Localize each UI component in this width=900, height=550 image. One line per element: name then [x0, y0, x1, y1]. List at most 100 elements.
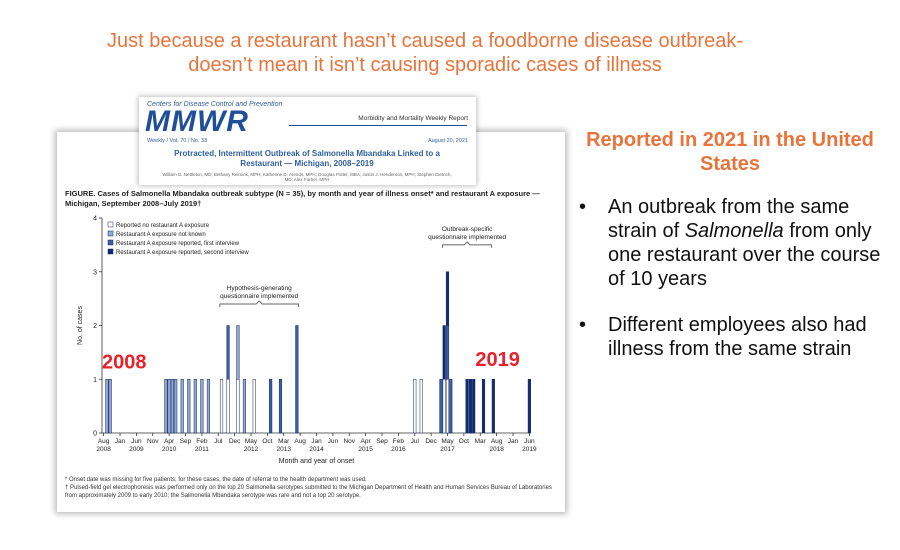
y-tick-label: 0	[93, 431, 97, 438]
bar-segment	[442, 379, 446, 434]
right-panel-title: Reported in 2021 in the United States	[586, 129, 874, 175]
x-tick-label: Oct	[262, 438, 272, 445]
figure-caption: FIGURE. Cases of Salmonella Mbandaka out…	[65, 189, 540, 208]
y-axis-title: No. of cases	[77, 306, 84, 345]
bar-segment	[206, 379, 210, 434]
legend-entry: Reported no restaurant A exposure	[116, 223, 210, 229]
y-tick-label: 1	[93, 377, 97, 384]
bar-segment	[295, 325, 299, 434]
x-tick-label: Sep	[376, 438, 388, 445]
x-year-label: 2013	[277, 446, 292, 453]
mmwr-logo: MMWR	[145, 105, 249, 138]
x-tick-label: Aug	[294, 438, 306, 445]
x-year-label: 2012	[244, 446, 259, 453]
x-year-label: 2015	[358, 446, 373, 453]
bullet1-text-italic: Salmonella	[684, 220, 784, 242]
x-tick-label: Nov	[147, 438, 159, 445]
bar-segment	[445, 271, 450, 326]
bar-segment	[164, 379, 168, 434]
annotation-label: questionnaire implemented	[428, 234, 506, 241]
x-tick-label: Jun	[524, 438, 535, 445]
annotation-label: questionnaire implemented	[220, 293, 298, 300]
x-tick-label: Jul	[214, 438, 223, 445]
article-title-line-2: Restaurant — Michigan, 2008–2019	[240, 159, 374, 168]
bar-segment	[269, 379, 273, 434]
annotation-label: Outbreak-specific	[442, 226, 493, 233]
legend-swatch	[107, 221, 114, 228]
bullet1-text-post: from only one restaurant over the course…	[608, 220, 881, 290]
headline-line-1: Just because a restaurant hasn’t caused …	[107, 30, 743, 52]
legend-swatch	[107, 230, 114, 237]
bullet-dot-icon: •	[579, 314, 587, 336]
bar-segment	[445, 325, 450, 380]
bar-segment	[108, 379, 112, 434]
bar-segment	[449, 379, 453, 434]
legend-entry: Restaurant A exposure reported, first in…	[116, 241, 240, 247]
x-axis-title: Month and year of onset	[279, 458, 355, 465]
y-tick-label: 4	[93, 216, 97, 223]
x-tick-label: Mar	[278, 438, 290, 445]
x-tick-label: Dec	[229, 438, 241, 445]
article-title: Protracted, Intermittent Outbreak of Sal…	[149, 149, 465, 169]
annotation-bracket	[219, 300, 299, 307]
x-year-label: 2009	[129, 446, 144, 453]
bar-segment	[442, 325, 446, 380]
weekly-report-label: Morbidity and Mortality Weekly Report	[358, 115, 468, 122]
cdc-line: Centers for Disease Control and Preventi…	[147, 101, 283, 108]
bar-segment	[226, 379, 230, 434]
bullet-item-employees: • Different employees also had illness f…	[575, 313, 895, 361]
y-tick-label: 3	[93, 269, 97, 276]
overlay-year-label: 2019	[475, 349, 520, 371]
x-tick-label: Feb	[393, 438, 405, 445]
x-tick-label: Jul	[411, 438, 420, 445]
bar-segment	[468, 379, 472, 434]
bar-segment	[252, 379, 256, 434]
bar-segment	[419, 379, 423, 434]
x-tick-label: Jan	[115, 438, 126, 445]
x-tick-label: May	[245, 438, 258, 445]
x-tick-label: May	[441, 438, 454, 445]
x-tick-label: Aug	[98, 438, 110, 445]
bar-segment	[439, 379, 443, 434]
x-year-label: 2019	[522, 446, 537, 453]
bullet-list: • An outbreak from the same strain of Sa…	[575, 195, 895, 361]
x-year-label: 2014	[309, 446, 324, 453]
bar-segment	[174, 379, 178, 434]
figure-card	[57, 132, 565, 512]
bar-segment	[465, 379, 469, 434]
issue-date: August 20, 2021	[427, 138, 468, 144]
annotation-label: Hypothesis-generating	[227, 285, 292, 292]
bar-segment	[236, 379, 240, 434]
bar-segment	[445, 379, 450, 434]
x-tick-label: Apr	[164, 438, 175, 445]
x-year-label: 2017	[440, 446, 455, 453]
mmwr-header-card: Centers for Disease Control and Preventi…	[139, 97, 476, 185]
bar-segment	[219, 379, 224, 434]
bar-segment	[527, 379, 531, 434]
legend-entry: Restaurant A exposure not known	[116, 232, 206, 238]
overlay-year-label: 2008	[102, 352, 147, 374]
bar-segment	[472, 379, 476, 434]
bar-segment	[278, 379, 283, 434]
footnote-1: * Onset date was missing for five patien…	[65, 477, 367, 483]
annotation-bracket	[442, 241, 493, 248]
bar-segment	[187, 379, 191, 434]
x-tick-label: Mar	[475, 438, 487, 445]
bar-segment	[193, 379, 197, 434]
legend-entry: Restaurant A exposure reported, second i…	[116, 250, 249, 256]
header-rule	[289, 125, 467, 126]
bar-segment	[226, 325, 230, 380]
bar-segment	[413, 379, 417, 434]
bullet-dot-icon: •	[579, 196, 587, 218]
x-tick-label: Sep	[180, 438, 192, 445]
bar-segment	[105, 379, 109, 434]
legend-swatch	[107, 239, 114, 246]
bar-segment	[170, 379, 174, 434]
outbreak-bar-chart: 0 1 2 3 4 No. of cases Aug Jan Jun Nov Apr Sep Feb Ju…	[77, 216, 537, 466]
x-tick-label: Jun	[131, 438, 142, 445]
x-year-label: 2011	[195, 446, 209, 453]
headline-line-2: doesn’t mean it isn’t causing sporadic c…	[188, 54, 662, 76]
footnote-2: † Pulsed-field gel electrophoresis was p…	[65, 485, 552, 499]
x-tick-label: Apr	[361, 438, 372, 445]
volume-label: Weekly / Vol. 70 / No. 33	[147, 138, 208, 144]
